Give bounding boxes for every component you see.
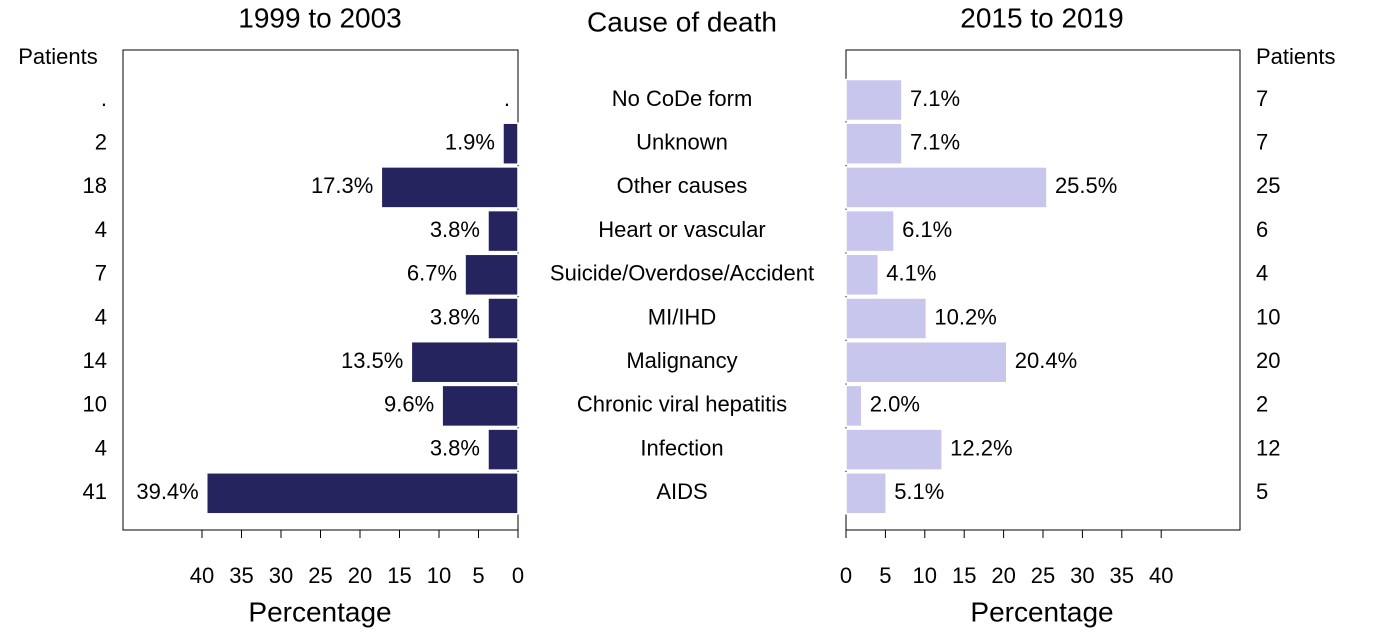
- bar: [205, 472, 519, 515]
- x-tick-label: 5: [472, 563, 484, 588]
- x-tick-label: 20: [991, 563, 1015, 588]
- x-tick-label: 40: [1149, 563, 1173, 588]
- patients-count: 18: [83, 173, 107, 198]
- patients-count: 10: [1256, 304, 1280, 329]
- bar: [845, 78, 903, 122]
- x-axis-label: Percentage: [970, 596, 1113, 627]
- x-tick-label: 40: [190, 563, 214, 588]
- value-label: 3.8%: [430, 435, 480, 460]
- patients-count: .: [101, 86, 107, 111]
- value-label: 7.1%: [910, 86, 960, 111]
- bar: [410, 340, 519, 384]
- value-label: .: [504, 86, 510, 111]
- x-tick-label: 25: [308, 563, 332, 588]
- value-label: 7.1%: [910, 130, 960, 155]
- x-tick-label: 10: [913, 563, 937, 588]
- x-tick-label: 15: [387, 563, 411, 588]
- patients-count: 4: [95, 217, 107, 242]
- panel-title: 2015 to 2019: [960, 2, 1124, 33]
- bar: [845, 166, 1048, 209]
- value-label: 39.4%: [136, 479, 198, 504]
- value-label: 4.1%: [886, 261, 936, 286]
- patients-count: 14: [83, 348, 107, 373]
- patients-count: 4: [95, 435, 107, 460]
- x-tick-label: 20: [348, 563, 372, 588]
- value-label: 3.8%: [430, 217, 480, 242]
- bar: [464, 253, 519, 297]
- value-label: 25.5%: [1055, 173, 1117, 198]
- value-label: 9.6%: [384, 392, 434, 417]
- bar: [845, 472, 887, 515]
- value-label: 1.9%: [445, 130, 495, 155]
- x-tick-label: 10: [427, 563, 451, 588]
- patients-header: Patients: [18, 44, 98, 69]
- value-label: 2.0%: [870, 392, 920, 417]
- value-label: 6.1%: [902, 217, 952, 242]
- category-label: Chronic viral hepatitis: [577, 392, 787, 417]
- bar: [845, 122, 903, 165]
- value-label: 12.2%: [950, 435, 1012, 460]
- category-label: Heart or vascular: [598, 217, 766, 242]
- patients-count: 2: [95, 130, 107, 155]
- value-label: 10.2%: [934, 304, 996, 329]
- patients-count: 5: [1256, 479, 1268, 504]
- category-label: Other causes: [617, 173, 748, 198]
- patients-count: 6: [1256, 217, 1268, 242]
- x-tick-label: 15: [952, 563, 976, 588]
- bar: [845, 428, 943, 471]
- bar: [845, 209, 895, 253]
- bar: [487, 428, 519, 471]
- category-label: No CoDe form: [612, 86, 753, 111]
- bar: [441, 384, 519, 428]
- value-label: 5.1%: [894, 479, 944, 504]
- x-tick-label: 30: [269, 563, 293, 588]
- panel-title: 1999 to 2003: [238, 2, 402, 33]
- patients-count: 7: [1256, 130, 1268, 155]
- bar: [487, 209, 519, 253]
- patients-count: 12: [1256, 435, 1280, 460]
- value-label: 3.8%: [430, 304, 480, 329]
- patients-count: 25: [1256, 173, 1280, 198]
- category-label: Suicide/Overdose/Accident: [550, 261, 814, 286]
- value-label: 17.3%: [311, 173, 373, 198]
- x-tick-label: 0: [512, 563, 524, 588]
- bar: [487, 297, 519, 340]
- value-label: 20.4%: [1015, 348, 1077, 373]
- value-label: 6.7%: [407, 261, 457, 286]
- category-label: MI/IHD: [648, 304, 716, 329]
- patients-count: 20: [1256, 348, 1280, 373]
- category-label: Infection: [640, 435, 723, 460]
- x-tick-label: 25: [1031, 563, 1055, 588]
- bar: [380, 166, 519, 209]
- x-tick-label: 35: [229, 563, 253, 588]
- bar: [845, 253, 880, 297]
- patients-header: Patients: [1256, 44, 1336, 69]
- bar: [845, 340, 1008, 384]
- x-tick-label: 5: [879, 563, 891, 588]
- x-axis-label: Percentage: [248, 596, 391, 627]
- category-label: AIDS: [656, 479, 707, 504]
- patients-count: 2: [1256, 392, 1268, 417]
- patients-count: 7: [95, 261, 107, 286]
- x-tick-label: 30: [1070, 563, 1094, 588]
- category-label: Unknown: [636, 130, 728, 155]
- value-label: 13.5%: [341, 348, 403, 373]
- bar: [845, 297, 928, 340]
- x-tick-label: 0: [840, 563, 852, 588]
- patients-count: 41: [83, 479, 107, 504]
- patients-count: 4: [1256, 261, 1268, 286]
- x-tick-label: 35: [1110, 563, 1134, 588]
- bar: [845, 384, 863, 428]
- chart-title: Cause of death: [587, 6, 777, 37]
- patients-count: 10: [83, 392, 107, 417]
- category-label: Malignancy: [626, 348, 737, 373]
- patients-count: 4: [95, 304, 107, 329]
- patients-count: 7: [1256, 86, 1268, 111]
- bar: [502, 122, 519, 165]
